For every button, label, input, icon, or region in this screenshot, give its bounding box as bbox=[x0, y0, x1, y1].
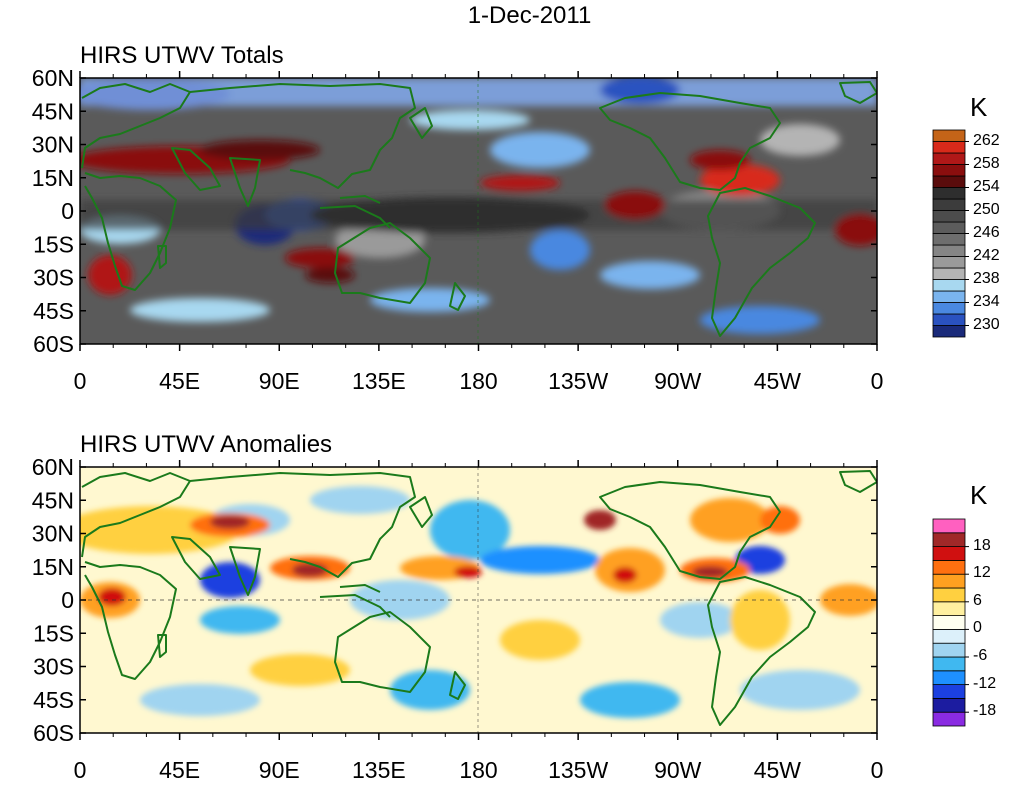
lat-label-totals: 60N bbox=[32, 65, 74, 91]
colorbar-swatch bbox=[932, 187, 966, 200]
lon-label-anomalies: 45W bbox=[754, 757, 802, 783]
lat-label-totals: 15N bbox=[32, 165, 74, 191]
panel-title-totals: HIRS UTWV Totals bbox=[80, 42, 284, 69]
colorbar-unit-anomalies: K bbox=[970, 480, 988, 510]
colorbar-swatch bbox=[932, 290, 966, 303]
colorbar-swatch bbox=[932, 601, 966, 616]
lon-label-anomalies: 135W bbox=[548, 757, 608, 783]
figure-title: 1-Dec-2011 bbox=[467, 2, 592, 29]
colorbar-label: 246 bbox=[973, 223, 1000, 241]
colorbar-swatch bbox=[932, 615, 966, 630]
lon-label-anomalies: 135E bbox=[352, 757, 406, 783]
lon-label-totals: 90W bbox=[654, 368, 702, 394]
colorbar-label: -12 bbox=[973, 674, 997, 692]
colorbar-swatch bbox=[932, 587, 966, 603]
colorbar-swatch bbox=[932, 325, 966, 338]
colorbar-swatch bbox=[932, 313, 966, 326]
colorbar-label: 262 bbox=[973, 131, 1000, 149]
colorbar-swatch bbox=[932, 129, 966, 142]
colorbar-label: 12 bbox=[973, 564, 991, 582]
lon-label-totals: 45W bbox=[754, 368, 802, 394]
lat-label-anomalies: 15N bbox=[32, 554, 74, 580]
colorbar-label: 258 bbox=[973, 154, 1000, 172]
colorbar-swatch bbox=[932, 210, 966, 223]
colorbar-swatch bbox=[932, 629, 966, 644]
colorbar-label: 234 bbox=[973, 292, 1000, 310]
colorbar-label: 238 bbox=[973, 269, 1000, 287]
colorbar-swatch bbox=[932, 267, 966, 280]
lat-label-anomalies: 45N bbox=[32, 487, 74, 513]
colorbar-swatch bbox=[932, 164, 966, 177]
lat-label-anomalies: 30N bbox=[32, 521, 74, 547]
lon-label-totals: 135W bbox=[548, 368, 608, 394]
lat-label-totals: 30S bbox=[33, 265, 74, 291]
colorbar-swatch bbox=[932, 656, 966, 672]
lon-label-totals: 90E bbox=[259, 368, 300, 394]
colorbar-swatch bbox=[932, 256, 966, 269]
colorbar-label: -6 bbox=[973, 647, 988, 664]
colorbar-swatch bbox=[932, 152, 966, 165]
lat-label-totals: 60S bbox=[33, 331, 74, 357]
colorbar-label: 250 bbox=[973, 200, 1000, 218]
lon-label-anomalies: 180 bbox=[459, 757, 497, 783]
colorbar-swatch bbox=[932, 302, 966, 315]
colorbar-label: 230 bbox=[973, 315, 1000, 333]
lon-label-anomalies: 0 bbox=[871, 757, 884, 783]
lat-label-anomalies: 60S bbox=[33, 720, 74, 746]
colorbar-label: 18 bbox=[973, 536, 991, 554]
colorbar-swatch bbox=[932, 198, 966, 211]
lat-label-totals: 30N bbox=[32, 132, 74, 158]
colorbar-label: 254 bbox=[973, 177, 1000, 195]
lon-label-totals: 45E bbox=[159, 368, 200, 394]
lon-label-anomalies: 45E bbox=[159, 757, 200, 783]
lat-label-anomalies: 45S bbox=[33, 687, 74, 713]
colorbar-swatch bbox=[932, 698, 966, 713]
colorbar-swatch bbox=[932, 573, 966, 589]
colorbar-swatch bbox=[932, 670, 966, 685]
colorbar-swatch bbox=[932, 684, 966, 699]
lat-label-anomalies: 60N bbox=[32, 454, 74, 480]
map-anomalies bbox=[79, 466, 878, 734]
lat-label-totals: 0 bbox=[61, 198, 74, 224]
lat-label-totals: 15S bbox=[33, 231, 74, 257]
colorbar-unit-totals: K bbox=[970, 92, 988, 122]
lon-label-anomalies: 90E bbox=[259, 757, 300, 783]
colorbar-swatch bbox=[932, 532, 966, 547]
lat-label-totals: 45S bbox=[33, 298, 74, 324]
panel-title-anomalies: HIRS UTWV Anomalies bbox=[80, 431, 333, 458]
colorbar-swatch bbox=[932, 141, 966, 154]
lat-label-anomalies: 15S bbox=[33, 620, 74, 646]
map-totals bbox=[79, 77, 878, 345]
lon-label-anomalies: 90W bbox=[654, 757, 702, 783]
colorbar-swatch bbox=[932, 244, 966, 257]
lon-label-totals: 180 bbox=[459, 368, 497, 394]
colorbar-label: -18 bbox=[973, 702, 997, 720]
colorbar-swatch bbox=[932, 546, 966, 561]
colorbar-swatch bbox=[932, 175, 966, 188]
lat-label-anomalies: 0 bbox=[61, 587, 74, 613]
lon-label-anomalies: 0 bbox=[74, 757, 87, 783]
lon-label-totals: 0 bbox=[74, 368, 87, 394]
lat-label-totals: 45N bbox=[32, 98, 74, 124]
colorbar-swatch bbox=[932, 642, 966, 658]
lon-label-totals: 135E bbox=[352, 368, 406, 394]
colorbar-swatch bbox=[932, 279, 966, 292]
colorbar-swatch bbox=[932, 233, 966, 246]
colorbar-swatch bbox=[932, 221, 966, 234]
colorbar-swatch bbox=[932, 560, 966, 575]
lat-label-anomalies: 30S bbox=[33, 654, 74, 680]
lon-label-totals: 0 bbox=[871, 368, 884, 394]
colorbar-swatch bbox=[932, 518, 966, 534]
colorbar-label: 6 bbox=[973, 591, 982, 609]
colorbar-label: 242 bbox=[973, 246, 1000, 264]
colorbar-swatch bbox=[932, 711, 966, 727]
colorbar-label: 0 bbox=[973, 619, 982, 637]
